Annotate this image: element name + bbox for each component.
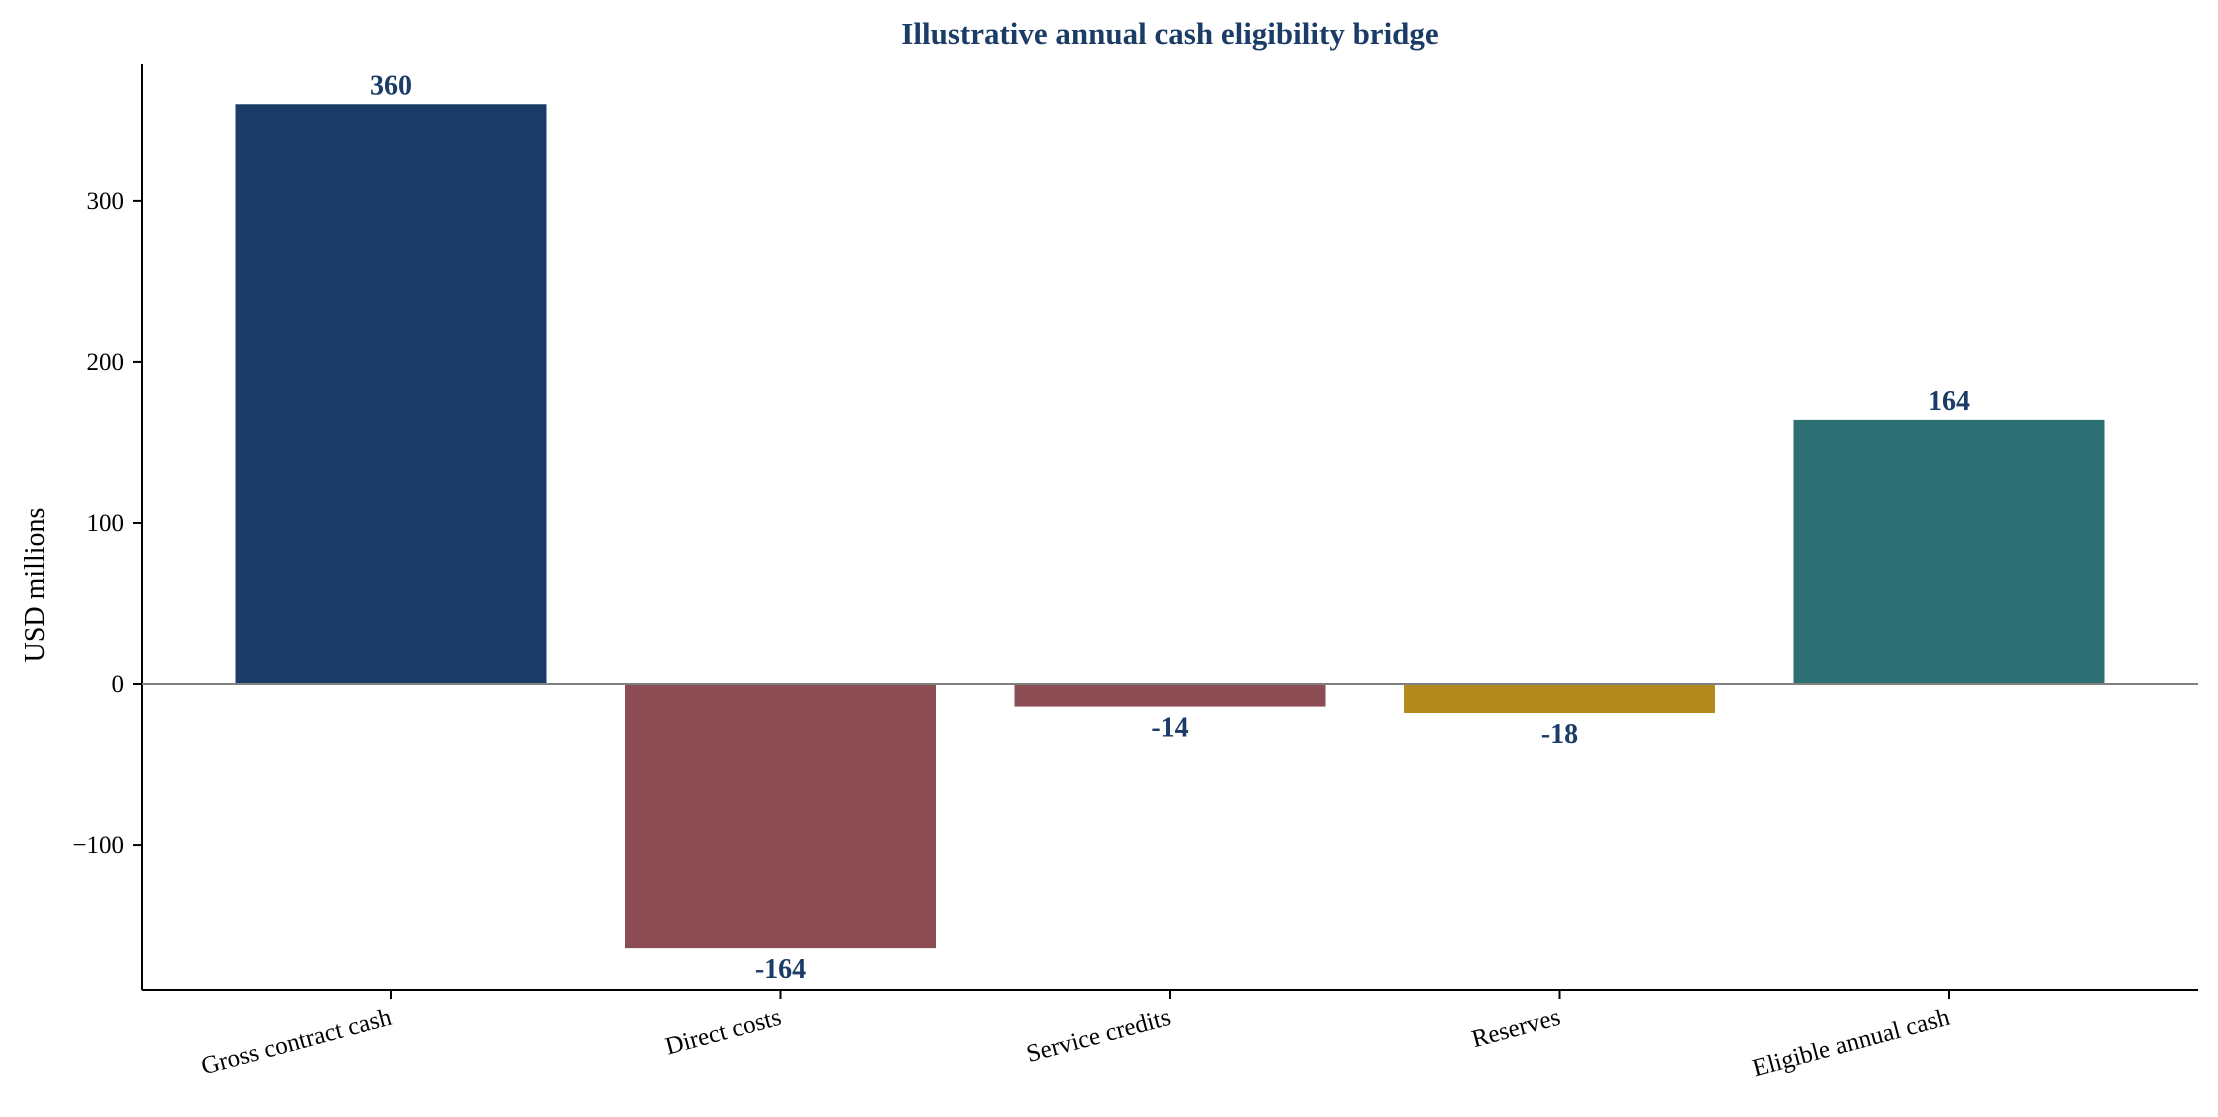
- bar: [1404, 684, 1715, 714]
- x-tick-label: Eligible annual cash: [1750, 1004, 1953, 1083]
- data-label: -164: [755, 954, 806, 985]
- chart-title: Illustrative annual cash eligibility bri…: [901, 16, 1438, 51]
- bar: [625, 684, 936, 949]
- x-tick-label: Reserves: [1469, 1004, 1563, 1053]
- x-tick-label: Direct costs: [662, 1004, 784, 1061]
- y-tick-label: 300: [87, 188, 125, 215]
- y-tick-label: 200: [87, 349, 125, 376]
- bar: [1014, 684, 1326, 707]
- y-tick-label: −100: [72, 832, 124, 859]
- x-tick-label: Gross contract cash: [198, 1004, 395, 1081]
- x-tick-label: Service credits: [1024, 1004, 1174, 1068]
- data-label: 360: [370, 70, 412, 101]
- bar: [235, 104, 547, 685]
- data-label: 164: [1928, 386, 1970, 417]
- data-label: -18: [1541, 719, 1578, 750]
- plot-area: −100 0 100 200 300 360 -164 -14 -18 164 Gross cont…: [72, 64, 2198, 1082]
- y-tick-label: 0: [112, 671, 125, 698]
- y-axis-label: USD millions: [20, 508, 51, 663]
- bar: [1793, 419, 2105, 685]
- data-label: -14: [1151, 713, 1188, 744]
- y-tick-label: 100: [87, 510, 125, 537]
